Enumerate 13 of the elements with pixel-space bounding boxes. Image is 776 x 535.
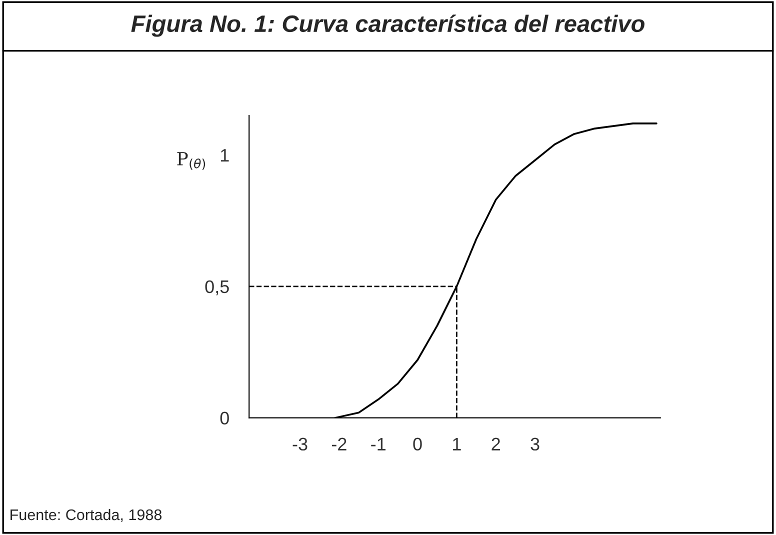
- source-note: Fuente: Cortada, 1988: [10, 508, 162, 522]
- y-axis-title: P$_{(θ)}$: [177, 152, 206, 170]
- y-tick-label: 1: [220, 149, 229, 162]
- x-tick-label: 3: [530, 438, 540, 451]
- x-tick-label: 0: [413, 438, 422, 451]
- y-tick-label: 0: [220, 412, 229, 425]
- y-tick-label: 0,5: [205, 280, 229, 296]
- x-tick-label: 2: [492, 438, 500, 450]
- x-tick-label: -1: [371, 438, 386, 450]
- x-tick-label: -3: [292, 438, 308, 451]
- x-tick-label: -2: [332, 438, 346, 450]
- chart-title: Figura No. 1: Curva característica del reactivo: [131, 14, 644, 37]
- x-tick-label: 1: [453, 438, 461, 450]
